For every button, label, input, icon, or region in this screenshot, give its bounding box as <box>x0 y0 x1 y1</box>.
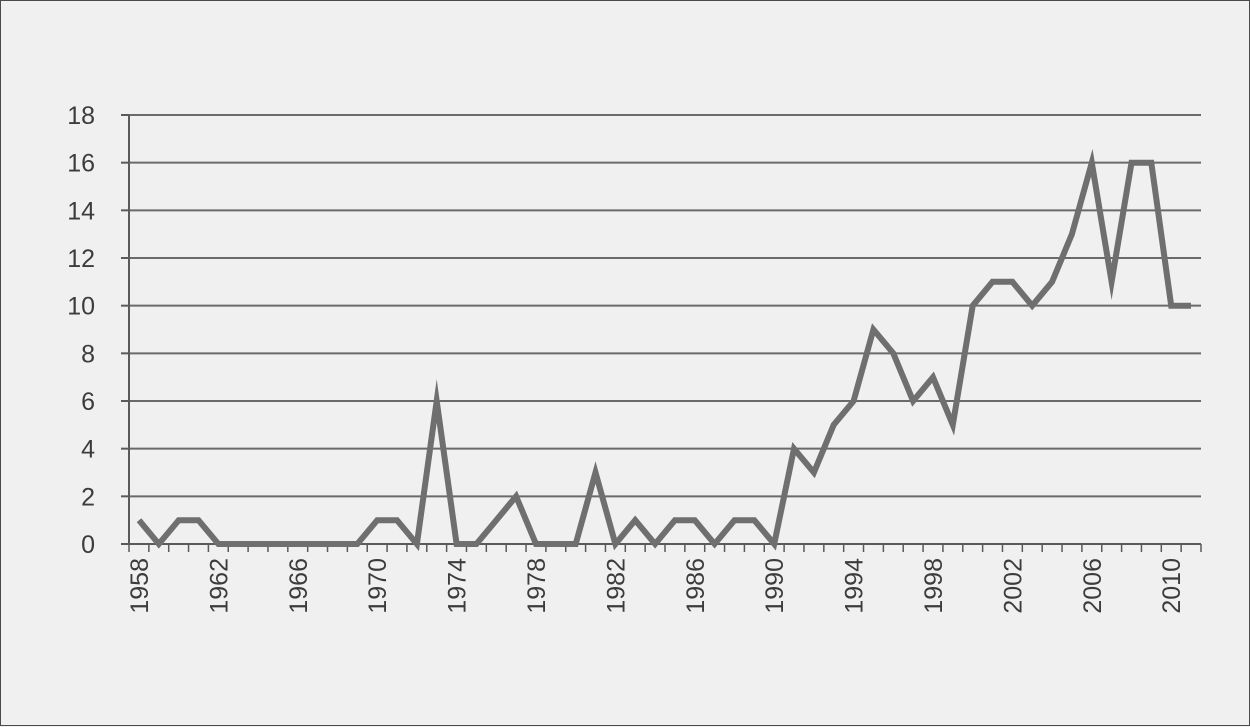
data-point-1990 <box>773 543 776 546</box>
data-point-1962 <box>217 543 220 546</box>
data-point-2010 <box>1170 304 1173 307</box>
data-point-1977 <box>515 495 518 498</box>
x-tick-label-2002: 2002 <box>999 558 1027 614</box>
data-point-1974 <box>455 543 458 546</box>
y-tick-label-16: 16 <box>67 150 95 178</box>
y-tick-label-6: 6 <box>81 388 95 416</box>
x-tick-label-2006: 2006 <box>1079 558 1107 614</box>
data-point-1981 <box>594 471 597 474</box>
data-point-1980 <box>574 543 577 546</box>
data-point-1958 <box>138 519 141 522</box>
data-point-1991 <box>793 447 796 450</box>
data-point-1976 <box>495 519 498 522</box>
y-tick-label-8: 8 <box>81 340 95 368</box>
data-point-2005 <box>1070 233 1073 236</box>
data-point-1979 <box>554 543 557 546</box>
series-line <box>136 148 1191 552</box>
data-point-1967 <box>316 543 319 546</box>
series-layer <box>136 148 1193 552</box>
data-point-2002 <box>1011 280 1014 283</box>
data-point-1963 <box>237 543 240 546</box>
x-tick-label-1990: 1990 <box>761 558 789 614</box>
data-point-1998 <box>931 376 934 379</box>
data-point-1975 <box>475 543 478 546</box>
data-point-1965 <box>276 543 279 546</box>
data-point-1999 <box>951 423 954 426</box>
data-point-1988 <box>733 519 736 522</box>
data-point-1985 <box>673 519 676 522</box>
data-point-1997 <box>912 400 915 403</box>
x-tick-label-2010: 2010 <box>1158 558 1186 614</box>
data-point-1966 <box>296 543 299 546</box>
data-point-1992 <box>812 471 815 474</box>
data-point-1968 <box>336 543 339 546</box>
data-point-1961 <box>197 519 200 522</box>
x-tick-label-1978: 1978 <box>523 558 551 614</box>
y-tick-label-14: 14 <box>67 197 95 225</box>
data-point-2006 <box>1090 161 1093 164</box>
y-tick-label-10: 10 <box>67 293 95 321</box>
x-tick-labels: 1958 1962 1966 1970 1974 1978 1982 1986 1990 1994… <box>126 558 1186 614</box>
y-tick-label-18: 18 <box>67 102 95 130</box>
y-tick-label-2: 2 <box>81 483 95 511</box>
data-point-1964 <box>257 543 260 546</box>
data-point-1972 <box>415 543 418 546</box>
x-tick-label-1986: 1986 <box>682 558 710 614</box>
data-point-2011 <box>1190 304 1193 307</box>
data-point-2008 <box>1130 161 1133 164</box>
data-point-2007 <box>1110 280 1113 283</box>
data-point-1978 <box>534 543 537 546</box>
data-point-1969 <box>356 543 359 546</box>
y-tick-label-12: 12 <box>67 245 95 273</box>
x-tick-label-1974: 1974 <box>444 558 472 614</box>
data-point-1973 <box>435 400 438 403</box>
x-tick-label-1994: 1994 <box>841 558 869 614</box>
x-tick-label-1982: 1982 <box>602 558 630 614</box>
data-point-2001 <box>991 280 994 283</box>
y-tick-label-4: 4 <box>81 436 95 464</box>
data-point-1996 <box>892 352 895 355</box>
x-tick-label-1958: 1958 <box>126 558 154 614</box>
data-point-1970 <box>376 519 379 522</box>
data-point-1989 <box>753 519 756 522</box>
x-tick-label-1970: 1970 <box>364 558 392 614</box>
data-point-1982 <box>614 543 617 546</box>
data-point-1993 <box>832 423 835 426</box>
data-point-1995 <box>872 328 875 331</box>
data-point-1959 <box>157 543 160 546</box>
axes <box>121 114 1202 552</box>
data-point-1984 <box>654 543 657 546</box>
data-point-1994 <box>852 400 855 403</box>
data-point-2004 <box>1051 280 1054 283</box>
data-point-1983 <box>634 519 637 522</box>
x-tick-label-1962: 1962 <box>205 558 233 614</box>
y-tick-labels: 0 2 4 6 8 10 12 14 16 18 <box>67 102 95 559</box>
data-point-1971 <box>396 519 399 522</box>
data-point-1960 <box>177 519 180 522</box>
y-tick-label-0: 0 <box>81 531 95 559</box>
data-point-2003 <box>1031 304 1034 307</box>
data-point-1986 <box>693 519 696 522</box>
x-tick-label-1966: 1966 <box>285 558 313 614</box>
data-point-2000 <box>971 304 974 307</box>
gridlines <box>129 114 1201 498</box>
data-point-1987 <box>713 543 716 546</box>
data-point-2009 <box>1150 161 1153 164</box>
x-tick-label-1998: 1998 <box>920 558 948 614</box>
